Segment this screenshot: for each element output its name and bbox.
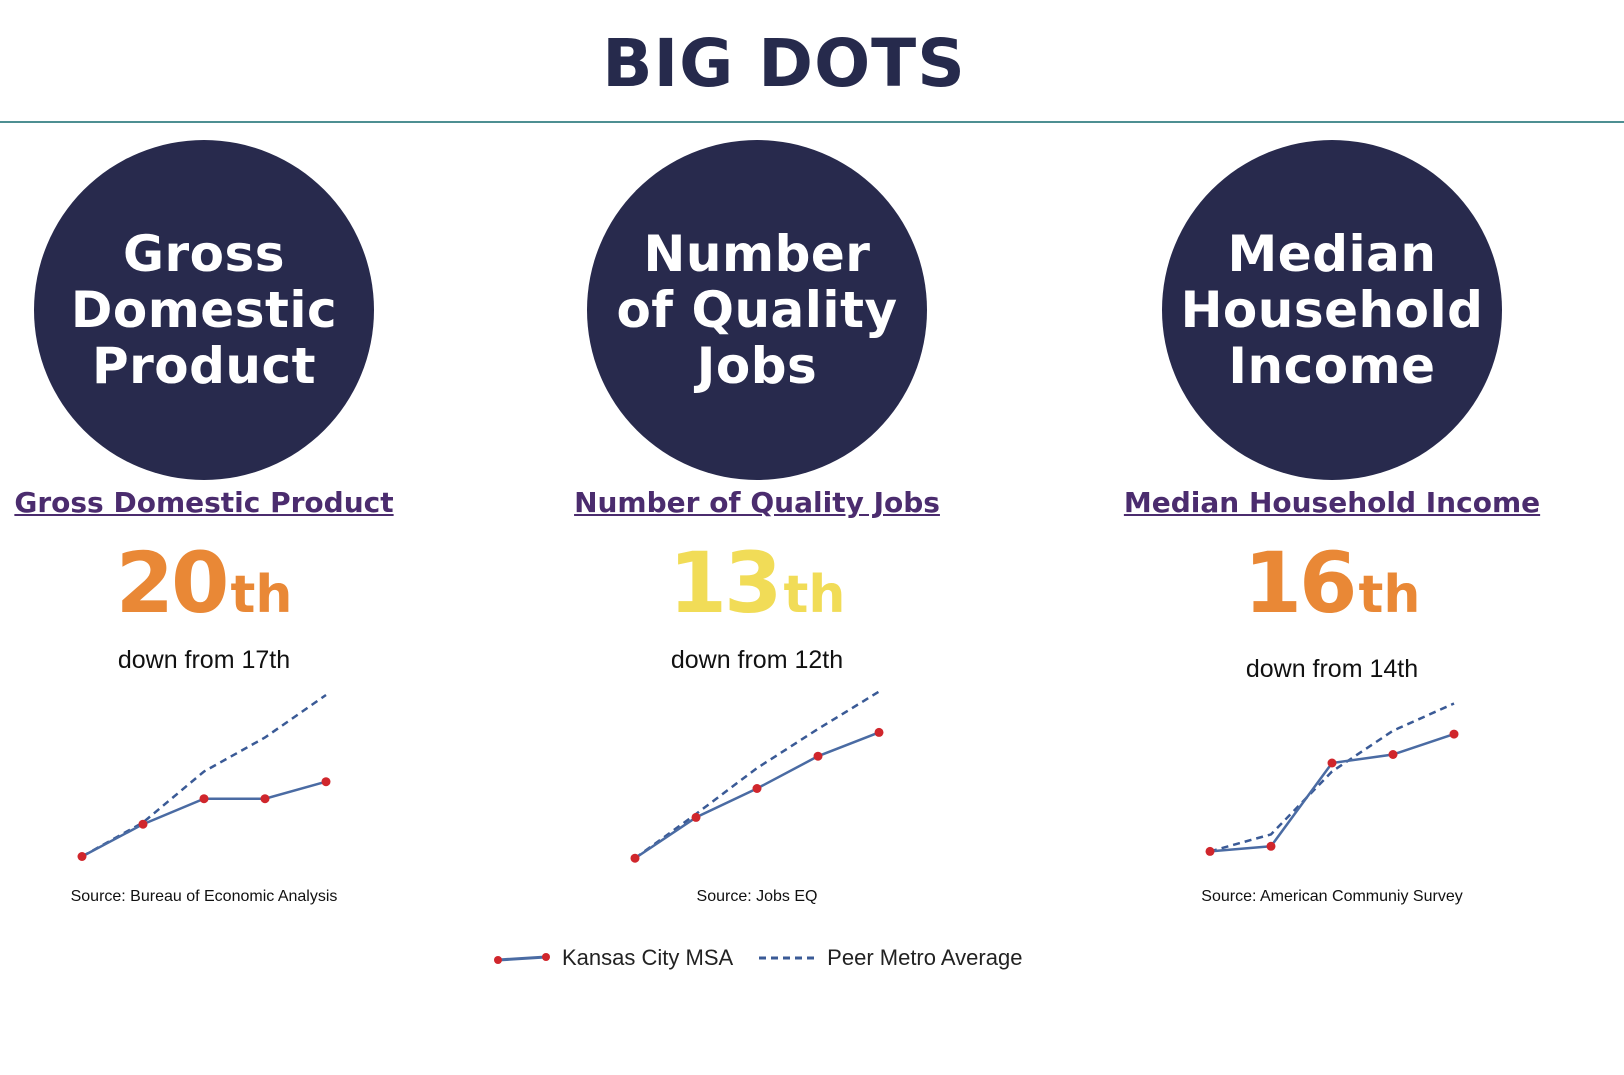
- rank-suffix: th: [783, 565, 846, 625]
- series-line-peer-average: [1209, 702, 1455, 853]
- metric-link-quality-jobs[interactable]: Number of Quality Jobs: [574, 486, 940, 519]
- data-point-kansas-city: [260, 794, 270, 804]
- rank-suffix: th: [1358, 565, 1421, 625]
- metric-column-median-income: Median Household Income Median Household…: [1052, 140, 1612, 920]
- series-line-peer-average: [81, 693, 327, 858]
- data-point-kansas-city: [1266, 841, 1276, 851]
- big-dot: Number of Quality Jobs: [587, 140, 927, 480]
- series-line-peer-average: [634, 690, 880, 860]
- rank-display: 20th: [0, 538, 484, 652]
- data-point-kansas-city: [1388, 750, 1398, 759]
- trend-chart-gdp: [77, 693, 331, 861]
- metric-link-median-income[interactable]: Median Household Income: [1123, 486, 1541, 519]
- title-divider: [0, 121, 1624, 123]
- data-point-kansas-city: [77, 852, 87, 861]
- big-dot: Median Household Income: [1162, 140, 1502, 480]
- data-point-kansas-city: [1327, 758, 1337, 768]
- legend-label-peer: Peer Metro Average: [827, 945, 1023, 970]
- rank-change-text: down from 14th: [1245, 655, 1419, 683]
- page-title: BIG DOTS: [602, 25, 966, 102]
- rank-number: 16: [1243, 534, 1358, 632]
- data-point-kansas-city: [630, 853, 640, 863]
- data-point-kansas-city: [1205, 846, 1215, 856]
- big-dot-label: Gross Domestic Product: [70, 225, 338, 395]
- legend-item-kc: Kansas City MSA: [490, 945, 733, 971]
- data-point-kansas-city: [1449, 729, 1459, 739]
- big-dot-label: Median Household Income: [1180, 225, 1484, 395]
- data-point-kansas-city: [752, 784, 762, 793]
- data-point-kansas-city: [813, 751, 823, 761]
- legend-swatch-kc: [494, 953, 550, 964]
- series-line-kansas-city: [81, 780, 327, 858]
- big-dot-label: Number of Quality Jobs: [616, 225, 898, 395]
- rank-display: 16th: [1052, 538, 1612, 652]
- chart-source: Source: Jobs EQ: [696, 888, 818, 905]
- legend-label-kc: Kansas City MSA: [562, 945, 734, 970]
- data-point-kansas-city: [199, 794, 209, 804]
- trend-chart-median-income: [1205, 702, 1459, 856]
- series-line-kansas-city: [634, 731, 880, 860]
- rank-suffix: th: [230, 565, 293, 625]
- chart-source: Source: American Communiy Survey: [1201, 888, 1463, 905]
- rank-number: 13: [668, 534, 783, 632]
- trend-chart-quality-jobs: [630, 690, 884, 863]
- rank-change-text: down from 12th: [670, 646, 844, 674]
- series-line-kansas-city: [1209, 732, 1455, 853]
- legend-item-peer: Peer Metro Average: [755, 945, 1022, 971]
- chart-source: Source: Bureau of Economic Analysis: [70, 888, 338, 905]
- big-dot: Gross Domestic Product: [34, 140, 374, 480]
- chart-legend: Kansas City MSA Peer Metro Average: [490, 940, 1044, 976]
- rank-change-text: down from 17th: [117, 646, 291, 674]
- data-point-kansas-city: [321, 777, 331, 787]
- rank-number: 20: [115, 534, 230, 632]
- data-point-kansas-city: [874, 727, 884, 737]
- metric-column-quality-jobs: Number of Quality Jobs Number of Quality…: [477, 140, 1037, 920]
- metric-link-gdp[interactable]: Gross Domestic Product: [14, 486, 394, 519]
- data-point-kansas-city: [138, 819, 148, 829]
- metric-column-gdp: Gross Domestic Product Gross Domestic Pr…: [0, 140, 484, 920]
- data-point-kansas-city: [691, 812, 701, 822]
- legend-swatch-peer: [759, 956, 816, 960]
- rank-display: 13th: [477, 538, 1037, 652]
